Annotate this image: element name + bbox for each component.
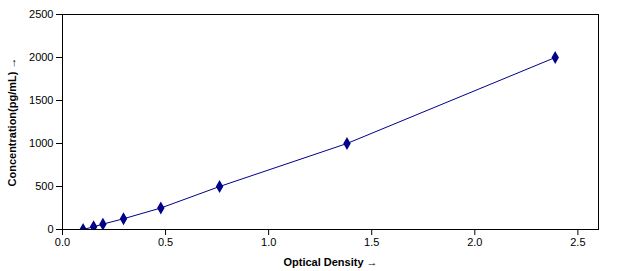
- svg-text:0.5: 0.5: [158, 236, 173, 248]
- svg-text:0: 0: [47, 223, 53, 235]
- svg-text:0.0: 0.0: [55, 236, 70, 248]
- svg-text:Concentration(pg/mL) →: Concentration(pg/mL) →: [6, 58, 18, 187]
- svg-text:1500: 1500: [29, 94, 53, 106]
- svg-text:2.0: 2.0: [467, 236, 482, 248]
- svg-text:2.5: 2.5: [570, 236, 585, 248]
- svg-text:2500: 2500: [29, 8, 53, 20]
- svg-text:1.5: 1.5: [364, 236, 379, 248]
- svg-text:2000: 2000: [29, 51, 53, 63]
- svg-text:1000: 1000: [29, 137, 53, 149]
- svg-text:Optical Density →: Optical Density →: [283, 256, 377, 268]
- svg-text:500: 500: [35, 180, 53, 192]
- svg-text:1.0: 1.0: [261, 236, 276, 248]
